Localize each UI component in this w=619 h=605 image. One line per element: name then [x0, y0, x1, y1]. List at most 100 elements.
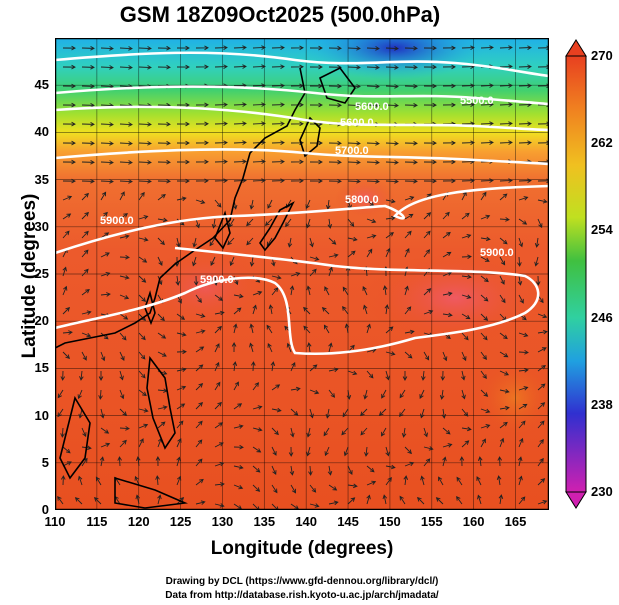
coast-hokkaido [299, 116, 321, 158]
contour-label: 5900.0 [200, 274, 234, 286]
wind-arrow [404, 83, 418, 89]
wind-arrow [62, 140, 76, 146]
wind-arrow [195, 199, 206, 204]
wind-arrow [138, 351, 146, 360]
wind-arrow [117, 456, 122, 467]
wind-arrow [403, 475, 409, 486]
wind-arrow [476, 476, 482, 486]
wind-arrow [385, 160, 399, 165]
wind-arrow [233, 159, 247, 164]
wind-arrow [214, 381, 221, 391]
wind-arrow [119, 234, 130, 239]
wind-arrow [347, 236, 358, 242]
wind-arrow [214, 178, 228, 183]
wind-arrow [271, 384, 281, 391]
wind-arrow [328, 500, 339, 506]
wind-arrow [480, 121, 494, 126]
wind-arrow [328, 102, 342, 108]
wind-arrow [442, 443, 453, 448]
wind-arrow [366, 84, 380, 89]
wind-arrow [381, 427, 387, 437]
wind-arrow [306, 285, 311, 296]
wind-arrow [119, 389, 125, 400]
wind-arrow [264, 218, 273, 226]
y-tick-label: 5 [41, 454, 49, 470]
wind-arrow [366, 234, 377, 239]
contour-5600 [55, 85, 549, 106]
x-tick-label: 130 [211, 514, 234, 529]
wind-arrow [385, 247, 391, 258]
wind-arrow [461, 332, 469, 341]
wind-arrow [477, 456, 483, 467]
wind-arrow [499, 294, 506, 304]
wind-arrow [100, 46, 114, 51]
wind-arrow [100, 272, 111, 277]
wind-arrow [176, 196, 187, 202]
wind-arrow [384, 304, 390, 315]
wind-arrow [100, 292, 111, 297]
wind-arrow [328, 266, 333, 277]
wind-arrow [385, 370, 390, 381]
wind-arrow [306, 342, 312, 353]
wind-arrow [325, 199, 331, 210]
wind-arrow [119, 313, 129, 320]
wind-arrow [518, 64, 532, 69]
wind-arrow [366, 103, 380, 108]
wind-arrow [534, 256, 539, 267]
wind-arrow [309, 64, 323, 70]
wind-arrow [309, 45, 323, 51]
contour-label: 5900.0 [480, 247, 514, 259]
wind-arrow [271, 45, 285, 50]
wind-arrow [267, 199, 273, 209]
wind-arrow [195, 383, 204, 391]
wind-arrow [81, 159, 95, 165]
wind-arrow [138, 389, 147, 397]
wind-arrow [480, 438, 486, 448]
wind-arrow [499, 388, 510, 394]
wind-arrow [341, 427, 349, 436]
contour-labels: 5500.0 5600.0 5600.0 5700.0 5800.0 5900.… [100, 95, 514, 286]
wind-arrow [480, 275, 489, 283]
wind-arrow [57, 408, 64, 418]
wind-arrow [442, 178, 456, 184]
wind-arrow [100, 211, 108, 220]
wind-arrow [461, 83, 475, 89]
wind-arrow [309, 159, 323, 165]
wind-arrow [271, 465, 277, 476]
wind-arrow [192, 256, 197, 267]
wind-arrow [62, 195, 73, 201]
wind-arrow [271, 102, 285, 107]
wind-arrow [499, 64, 513, 69]
wind-arrow [518, 475, 523, 486]
wind-arrow [499, 405, 510, 411]
wind-arrow [214, 310, 225, 316]
wind-arrow [461, 212, 470, 220]
wind-arrow [138, 275, 147, 283]
wind-arrow [438, 476, 444, 486]
wind-arrow [480, 140, 494, 145]
wind-arrow [233, 178, 247, 183]
wind-arrow [157, 313, 165, 322]
wind-arrow [366, 179, 380, 184]
wind-arrow [404, 102, 418, 108]
contour-label: 5600.0 [340, 117, 374, 129]
wind-arrow [404, 306, 412, 315]
wind-arrow [249, 256, 255, 267]
wind-arrow [309, 389, 320, 395]
wind-arrow [138, 237, 149, 242]
wind-arrow [381, 389, 387, 399]
wind-arrow [175, 275, 181, 286]
wind-arrow [157, 256, 163, 266]
wind-arrow [233, 484, 244, 490]
wind-arrow [480, 178, 494, 183]
wind-arrow [176, 237, 181, 248]
wind-arrow [290, 102, 304, 108]
wind-vectors [57, 45, 549, 510]
wind-arrow [100, 191, 107, 201]
wind-arrow [157, 64, 171, 70]
wind-arrow [423, 288, 432, 296]
wind-arrow [214, 102, 228, 107]
wind-arrow [195, 478, 204, 486]
wind-arrow [442, 231, 451, 239]
wind-arrow [270, 361, 276, 372]
